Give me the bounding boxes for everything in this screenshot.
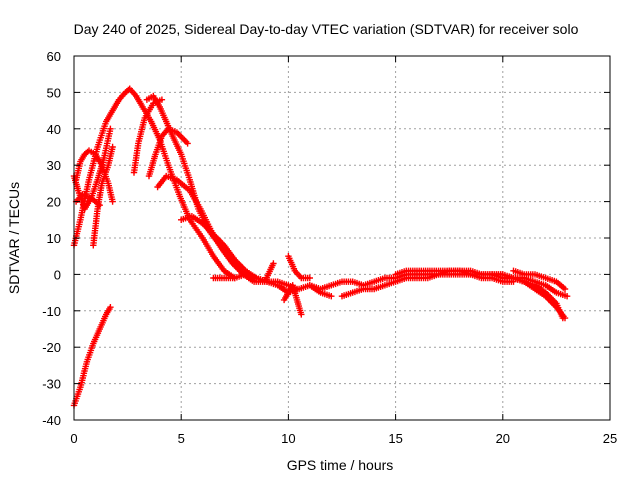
data-point	[158, 96, 166, 103]
data-point	[107, 304, 114, 311]
y-tick-label: -30	[42, 377, 61, 392]
series-trace-17	[338, 271, 517, 300]
y-tick-label: -10	[42, 304, 61, 319]
series-trace-15	[285, 253, 313, 282]
y-tick-label: 20	[47, 195, 61, 210]
data-point	[96, 202, 103, 209]
y-axis-label: SDTVAR / TECUs	[6, 182, 22, 294]
series-trace-12	[178, 213, 301, 293]
data-point	[184, 140, 191, 147]
data-point	[561, 314, 569, 322]
x-tick-label: 20	[496, 431, 510, 446]
series-trace-11	[72, 191, 103, 209]
data-point	[270, 260, 277, 267]
x-tick-label: 25	[603, 431, 617, 446]
series-trace-9	[90, 143, 116, 249]
x-tick-label: 15	[388, 431, 402, 446]
series-trace-5	[130, 96, 166, 176]
series-trace-1	[70, 304, 114, 409]
grid	[74, 56, 610, 420]
data-point	[298, 311, 305, 318]
y-tick-label: 0	[54, 267, 61, 282]
y-tick-label: 10	[47, 231, 61, 246]
y-tick-label: 30	[47, 158, 61, 173]
data-point	[107, 125, 114, 132]
ticks: 0 5 10 15 20 25 -40 -30 -20 -10 0 10 20 30 40 50 60	[42, 49, 617, 446]
y-tick-label: -20	[42, 340, 61, 355]
x-tick-label: 5	[178, 431, 185, 446]
data-point	[306, 274, 313, 282]
x-tick-label: 0	[70, 431, 77, 446]
x-axis-label: GPS time / hours	[287, 457, 394, 473]
data-point	[109, 143, 116, 151]
x-tick-label: 10	[281, 431, 295, 446]
series-group	[70, 85, 571, 409]
series-trace-21	[488, 271, 528, 285]
series-trace-10	[72, 147, 116, 205]
series-trace-7	[154, 172, 277, 285]
data-point	[561, 285, 569, 293]
series-trace-6	[145, 125, 191, 180]
y-tick-label: 40	[47, 122, 61, 137]
data-point	[109, 198, 116, 205]
series-line	[156, 175, 275, 283]
series-trace-23	[521, 274, 571, 300]
series-trace-14	[280, 282, 305, 318]
data-point	[563, 293, 571, 300]
chart-title: Day 240 of 2025, Sidereal Day-to-day VTE…	[74, 21, 579, 37]
y-tick-label: -40	[42, 413, 61, 428]
y-tick-label: 50	[47, 85, 61, 100]
data-point	[328, 293, 335, 300]
y-tick-label: 60	[47, 49, 61, 64]
